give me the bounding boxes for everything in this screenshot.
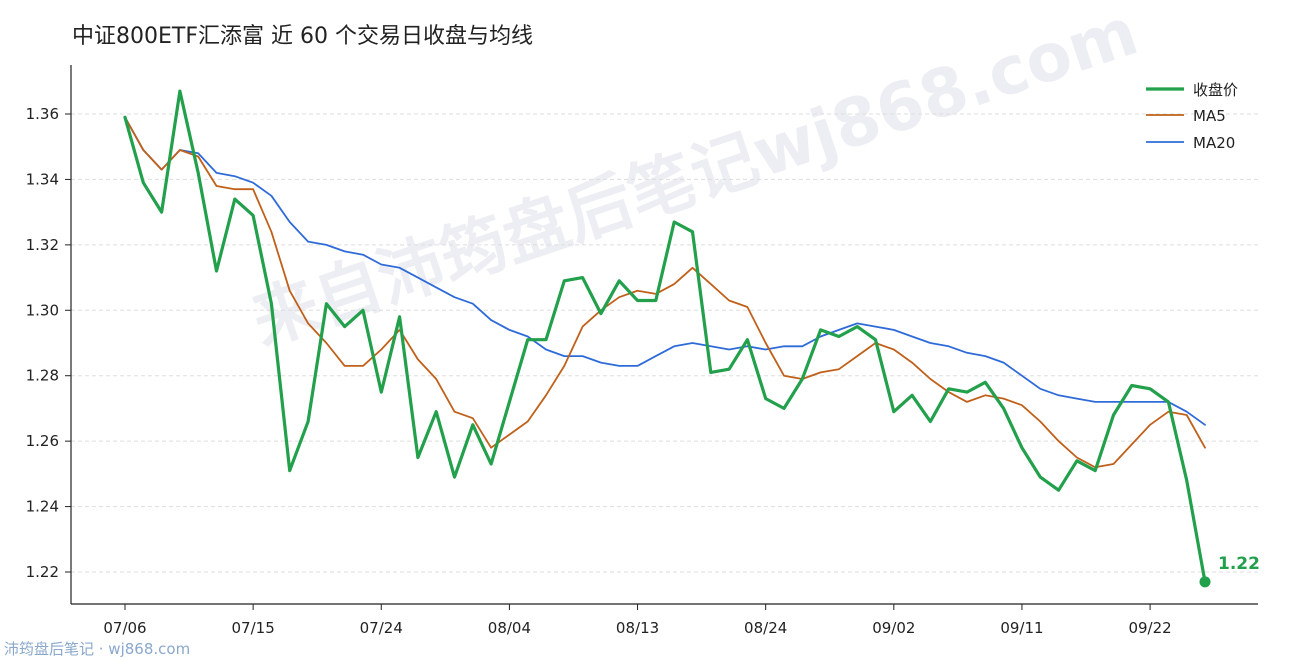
watermark-text: 来自沛筠盘后笔记wj868.com bbox=[243, 0, 1147, 360]
legend-label: 收盘价 bbox=[1193, 81, 1238, 99]
watermark-layer: 来自沛筠盘后笔记wj868.com bbox=[243, 0, 1147, 360]
y-tick-label: 1.24 bbox=[26, 498, 59, 516]
legend-label: MA5 bbox=[1193, 107, 1226, 125]
x-tick-label: 09/22 bbox=[1128, 619, 1171, 637]
grid-layer bbox=[71, 113, 1258, 573]
last-close-label: 1.22 bbox=[1218, 554, 1260, 574]
close-price-line bbox=[123, 89, 1207, 584]
legend: 收盘价 MA5 MA20 bbox=[1146, 81, 1238, 152]
y-tick-label: 1.22 bbox=[26, 563, 59, 581]
x-tick-label: 09/11 bbox=[1000, 619, 1043, 637]
legend-label: MA20 bbox=[1193, 134, 1235, 152]
y-tick-label: 1.26 bbox=[26, 432, 59, 450]
y-tick-label: 1.28 bbox=[26, 367, 59, 385]
x-tick-label: 09/02 bbox=[872, 619, 915, 637]
axis-layer: 1.22 1.24 1.26 1.28 1.30 1.32 1.34 1.36 07/06 07/… bbox=[26, 65, 1258, 637]
y-tick-label: 1.34 bbox=[26, 170, 59, 188]
footer-watermark: 沛筠盘后笔记 · wj868.com bbox=[4, 640, 191, 658]
ma20-line bbox=[124, 116, 1206, 426]
last-close-marker bbox=[1199, 576, 1211, 588]
y-tick-label: 1.30 bbox=[26, 301, 59, 319]
x-tick-label: 07/15 bbox=[232, 619, 275, 637]
x-tick-label: 08/13 bbox=[616, 619, 659, 637]
x-tick-label: 07/24 bbox=[360, 619, 403, 637]
x-tick-label: 07/06 bbox=[103, 619, 146, 637]
x-tick-label: 08/24 bbox=[744, 619, 787, 637]
x-tick-label: 08/04 bbox=[488, 619, 531, 637]
y-tick-label: 1.32 bbox=[26, 236, 59, 254]
series-layer bbox=[123, 89, 1207, 584]
label-layer: 1.22 bbox=[1199, 554, 1260, 588]
chart-title: 中证800ETF汇添富 近 60 个交易日收盘与均线 bbox=[72, 24, 533, 49]
ma5-line bbox=[124, 116, 1206, 469]
y-tick-label: 1.36 bbox=[26, 105, 59, 123]
